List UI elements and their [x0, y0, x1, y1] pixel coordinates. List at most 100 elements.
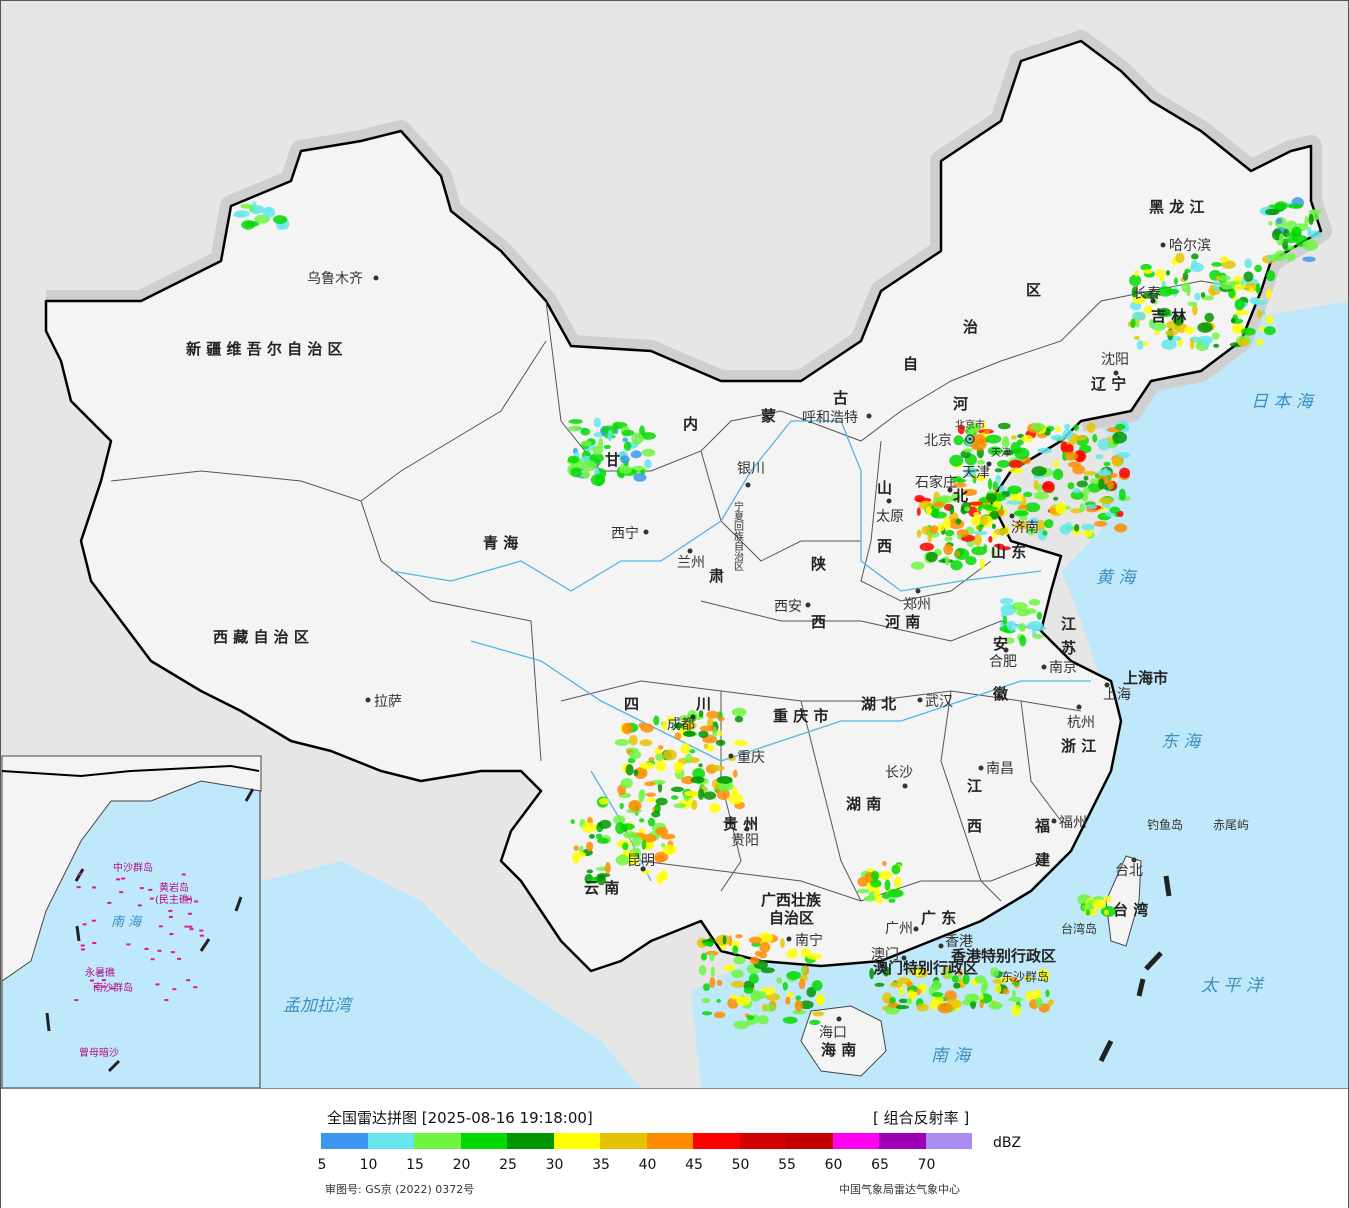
city-changchun[interactable]: 长春 [1133, 286, 1161, 304]
city-nanchang[interactable]: 南昌 [978, 761, 1015, 777]
inset-label-yongshu: 永暑礁 [85, 966, 115, 979]
echo-cell [1172, 336, 1182, 342]
city-tianjin[interactable]: 天津 [962, 461, 992, 482]
city-xining[interactable]: 西宁 [611, 525, 649, 542]
echo-cell [701, 1011, 713, 1016]
echo-cell [786, 949, 794, 959]
city-wuhan[interactable]: 武汉 [917, 694, 954, 710]
reef-marker [164, 999, 169, 1002]
echo-cell [1133, 335, 1140, 340]
echo-cell [646, 797, 657, 803]
city-harbin[interactable]: 哈尔滨 [1160, 238, 1212, 254]
echo-cell [970, 441, 987, 451]
echo-cell [702, 941, 714, 947]
city-chengdu[interactable]: 成都 [667, 714, 696, 734]
echo-cell [651, 811, 661, 818]
echo-cell [748, 973, 759, 984]
sea-label-dong-hai: 东 海 [1161, 732, 1203, 752]
echo-cell [1092, 433, 1098, 443]
echo-cell [1010, 435, 1017, 440]
echo-cell [654, 851, 669, 863]
echo-cell [1197, 322, 1213, 333]
echo-cell [628, 735, 638, 746]
city-zhengzhou[interactable]: 郑州 [903, 588, 931, 614]
echo-cell [1213, 343, 1220, 348]
echo-cell [891, 864, 901, 875]
echo-cell [776, 977, 783, 984]
echo-cell [1045, 989, 1050, 998]
city-shijiazhuang[interactable]: 石家庄 [915, 474, 957, 493]
echo-cell [660, 833, 676, 840]
echo-cell [706, 717, 714, 728]
city-hefei[interactable]: 合肥 [989, 647, 1017, 671]
city-xian[interactable]: 西安 [774, 599, 811, 615]
city-haikou[interactable]: 海口 [819, 1016, 847, 1042]
echo-cell [973, 534, 982, 546]
city-shenyang[interactable]: 沈阳 [1101, 352, 1129, 376]
city-nanning[interactable]: 南宁 [786, 932, 824, 949]
echo-cell [1106, 480, 1114, 490]
city-beijing[interactable]: 北京 [924, 433, 975, 449]
echo-cell [1073, 435, 1087, 441]
city-fuzhou[interactable]: 福州 [1051, 815, 1088, 831]
echo-cell [898, 998, 908, 1004]
echo-cell [930, 525, 939, 534]
city-jinan[interactable]: 济南 [1009, 513, 1040, 537]
city-guiyang[interactable]: 贵阳 [731, 826, 759, 850]
color-swatch [925, 1133, 972, 1149]
echo-cell [638, 818, 645, 823]
echo-cell [956, 534, 963, 540]
city-changsha[interactable]: 长沙 [885, 765, 913, 789]
echo-cell [718, 783, 726, 792]
echo-cell [882, 860, 887, 866]
echo-cell [955, 550, 960, 557]
island-label-taiwan-dao: 台湾岛 [1061, 921, 1097, 936]
city-label-tianjin: 天津 [962, 465, 990, 481]
echo-cell [272, 215, 288, 224]
china-radar-map[interactable]: 新 疆 维 吾 尔 自 治 区 西 藏 自 治 区 青 海 内 蒙 古 自 治 … [1, 1, 1348, 1088]
city-nanjing[interactable]: 南京 [1041, 660, 1078, 676]
city-shanghai[interactable]: 上海 [1103, 682, 1131, 704]
city-label-zhengzhou: 郑州 [903, 597, 931, 613]
reef-marker [80, 944, 85, 947]
province-label-gansu-2: 肃 [709, 567, 724, 585]
city-kunming[interactable]: 昆明 [627, 853, 655, 872]
reef-marker [74, 999, 79, 1002]
reef-marker [93, 985, 98, 988]
echo-cell [1072, 488, 1081, 494]
echo-cell [1059, 523, 1072, 535]
province-label-anhui-2: 徽 [992, 685, 1009, 703]
echo-cell [1052, 468, 1064, 480]
scale-tick-label: 15 [406, 1157, 424, 1173]
city-taipei[interactable]: 台北 [1115, 857, 1143, 880]
echo-cell [1244, 258, 1253, 269]
city-urumqi[interactable]: 乌鲁木齐 [307, 271, 379, 287]
echo-cell [1083, 470, 1097, 476]
city-hangzhou[interactable]: 杭州 [1067, 704, 1095, 732]
echo-cell [1073, 424, 1079, 431]
city-yinchuan[interactable]: 银川 [737, 461, 765, 488]
city-lanzhou[interactable]: 兰州 [677, 548, 705, 572]
echo-cell [623, 831, 637, 839]
city-macau[interactable]: 澳门 [871, 947, 907, 963]
echo-cell [1087, 482, 1102, 493]
reef-marker [101, 979, 106, 982]
city-guangzhou[interactable]: 广州 [885, 921, 919, 937]
echo-cell [1284, 237, 1298, 244]
echo-cell [597, 837, 609, 844]
echo-cell [641, 839, 647, 850]
echo-cell [1014, 522, 1029, 530]
echo-cell [1109, 506, 1121, 514]
city-hohhot[interactable]: 呼和浩特 [802, 410, 872, 426]
city-hongkong[interactable]: 香港 [938, 934, 974, 950]
echo-cell [1002, 615, 1007, 625]
city-chongqing[interactable]: 重庆 [728, 750, 766, 766]
echo-cell [1037, 988, 1042, 1000]
city-taiyuan[interactable]: 太原 [876, 498, 904, 526]
south-china-sea-inset[interactable]: 南 海 中沙群岛 黄岩岛 (民主礁) 永暑礁 南沙群岛 曾母暗沙 [1, 755, 262, 1088]
echo-cell [1067, 482, 1075, 490]
province-label-zhejiang: 浙 江 [1061, 737, 1096, 755]
echo-cell [937, 495, 954, 504]
echo-cell [1189, 338, 1195, 350]
city-lhasa[interactable]: 拉萨 [365, 694, 403, 710]
